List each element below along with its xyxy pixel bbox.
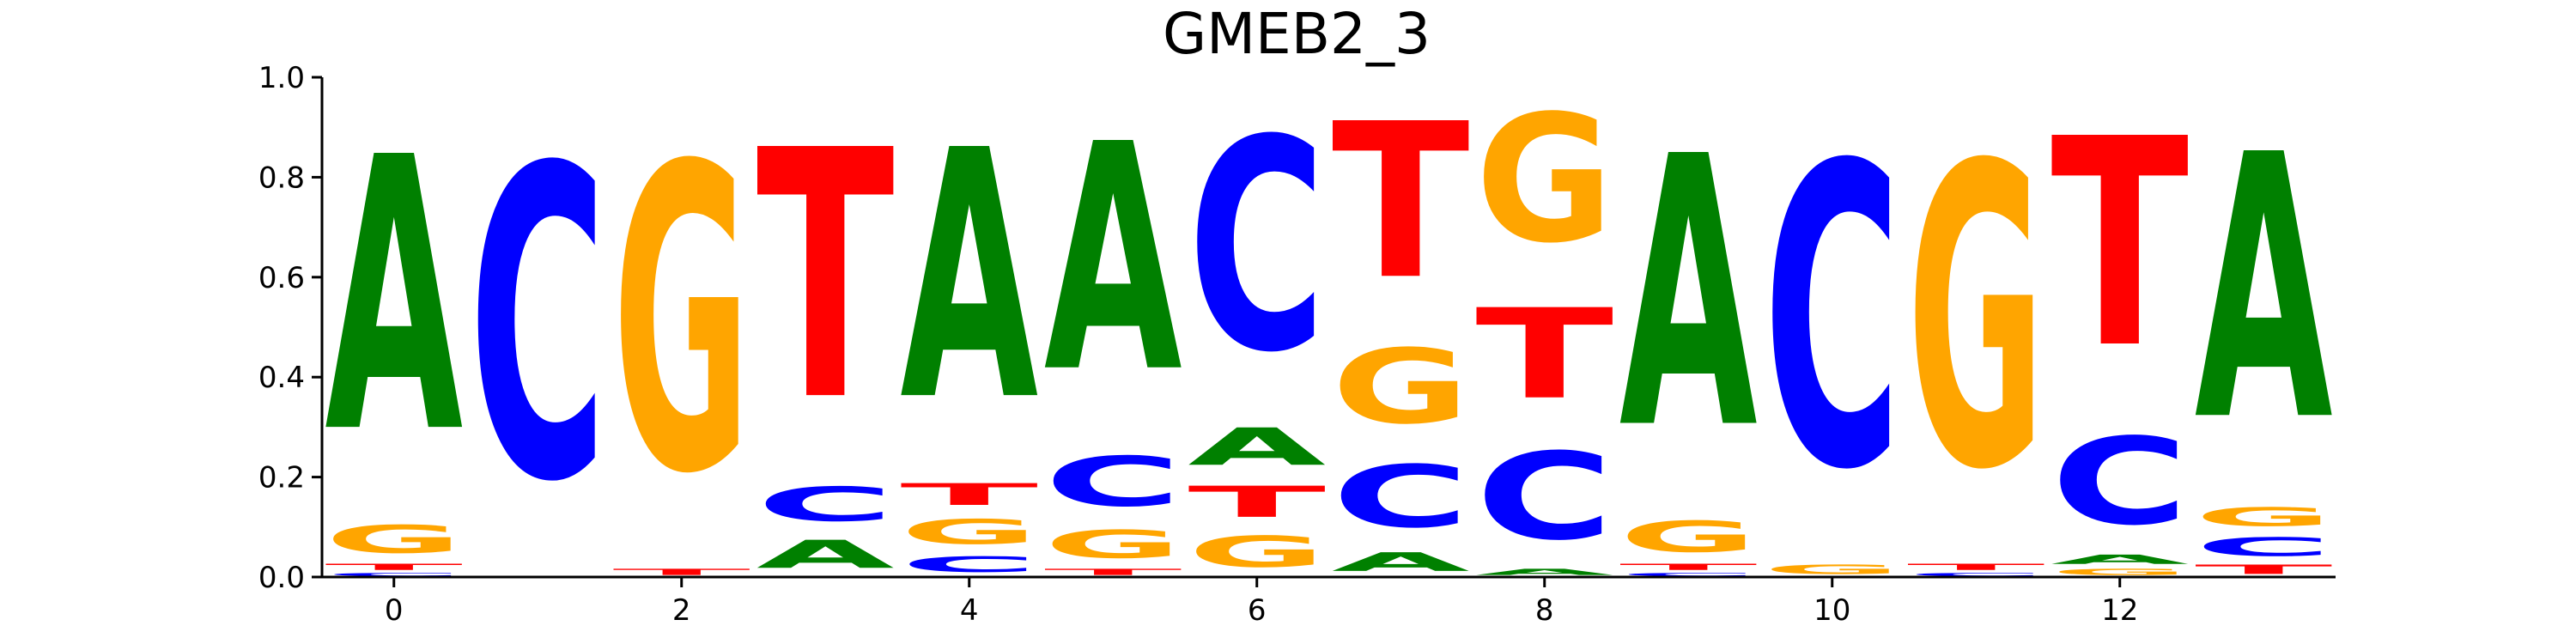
logo-letter-G-pos-2: G bbox=[612, 78, 750, 566]
logo-letter-T-pos-12: T bbox=[2050, 79, 2190, 412]
logo-letter-G-pos-5: G bbox=[1044, 522, 1182, 567]
logo-letter-T-pos-8: T bbox=[1475, 283, 1613, 428]
logo-letter-T-pos-7: T bbox=[1332, 78, 1470, 326]
logo-letter-C-pos-6: C bbox=[1188, 78, 1326, 416]
logo-letter-T-pos-0: T bbox=[325, 562, 463, 573]
logo-letter-A-pos-12: A bbox=[2050, 552, 2189, 567]
logo-letter-C-pos-4: C bbox=[900, 552, 1038, 577]
logo-letter-C-pos-3: C bbox=[756, 477, 895, 532]
logo-letter-G-pos-7: G bbox=[1332, 328, 1470, 447]
logo-letter-A-pos-9: A bbox=[1619, 79, 1759, 512]
logo-letter-T-pos-4: T bbox=[900, 477, 1038, 513]
logo-letter-G-pos-8: G bbox=[1475, 78, 1613, 283]
y-tick-label: 1.0 bbox=[258, 61, 305, 95]
logo-letter-G-pos-6: G bbox=[1188, 527, 1326, 577]
y-tick-label: 0.2 bbox=[258, 461, 305, 495]
logo-letter-T-pos-6: T bbox=[1188, 477, 1326, 527]
logo-letter-T-pos-13: T bbox=[2195, 562, 2333, 577]
logo-letter-C-pos-5: C bbox=[1044, 442, 1182, 522]
x-ticks: 0 2 4 6 8 10 12 bbox=[385, 577, 2138, 628]
logo-letter-A-pos-13: A bbox=[2195, 78, 2334, 501]
logo-letter-C-pos-13: C bbox=[2195, 532, 2333, 562]
logo-letter-C-pos-7: C bbox=[1332, 447, 1470, 547]
logo-letter-G-pos-4: G bbox=[900, 513, 1038, 552]
y-tick-label: 0.0 bbox=[258, 561, 305, 595]
logo-letter-G-pos-10: G bbox=[1763, 562, 1901, 577]
logo-letter-A-pos-5: A bbox=[1044, 77, 1183, 440]
logo-letter-C-pos-1: C bbox=[469, 78, 607, 576]
y-tick-label: 0.8 bbox=[258, 161, 305, 195]
logo-letter-C-pos-12: C bbox=[2050, 413, 2189, 552]
logo-letter-C-pos-11: C bbox=[1907, 572, 2045, 577]
x-tick-label: 4 bbox=[960, 593, 979, 628]
logo-letter-C-pos-9: C bbox=[1619, 572, 1758, 577]
chart-title: GMEB2_3 bbox=[1163, 1, 1431, 67]
logo-letter-A-pos-6: A bbox=[1188, 417, 1326, 477]
logo-letter-A-pos-3: A bbox=[756, 532, 895, 577]
logo-letter-G-pos-9: G bbox=[1619, 512, 1758, 562]
logo-letter-G-pos-0: G bbox=[325, 517, 463, 562]
x-tick-label: 8 bbox=[1535, 593, 1554, 628]
x-tick-label: 0 bbox=[385, 593, 404, 628]
logo-letter-T-pos-3: T bbox=[756, 78, 896, 477]
x-tick-label: 6 bbox=[1248, 593, 1267, 628]
logo-letter-T-pos-11: T bbox=[1907, 562, 2045, 573]
x-tick-label: 12 bbox=[2101, 593, 2138, 628]
logo-letter-A-pos-7: A bbox=[1332, 547, 1470, 577]
logo-letter-C-pos-8: C bbox=[1475, 428, 1613, 568]
logo-letter-A-pos-4: A bbox=[900, 77, 1039, 476]
y-tick-label: 0.4 bbox=[258, 361, 305, 395]
logo-letter-C-pos-10: C bbox=[1763, 79, 1901, 561]
logo-letter-T-pos-9: T bbox=[1619, 562, 1758, 573]
logo-letter-G-pos-12: G bbox=[2050, 567, 2189, 577]
logo-letter-A-pos-8: A bbox=[1475, 567, 1613, 577]
y-tick-label: 0.6 bbox=[258, 261, 305, 295]
logo-letter-T-pos-5: T bbox=[1044, 567, 1182, 577]
y-ticks: 0.0 0.2 0.4 0.6 0.8 1.0 bbox=[258, 61, 322, 595]
logo-letter-A-pos-0: A bbox=[325, 78, 464, 516]
logo-letter-C-pos-0: C bbox=[325, 572, 463, 577]
logo-letter-G-pos-11: G bbox=[1907, 78, 2045, 561]
x-tick-label: 10 bbox=[1814, 593, 1850, 628]
logo-letter-T-pos-2: T bbox=[612, 567, 750, 577]
axes bbox=[320, 77, 2336, 579]
logo-letter-G-pos-13: G bbox=[2195, 502, 2333, 532]
x-tick-label: 2 bbox=[672, 593, 691, 628]
